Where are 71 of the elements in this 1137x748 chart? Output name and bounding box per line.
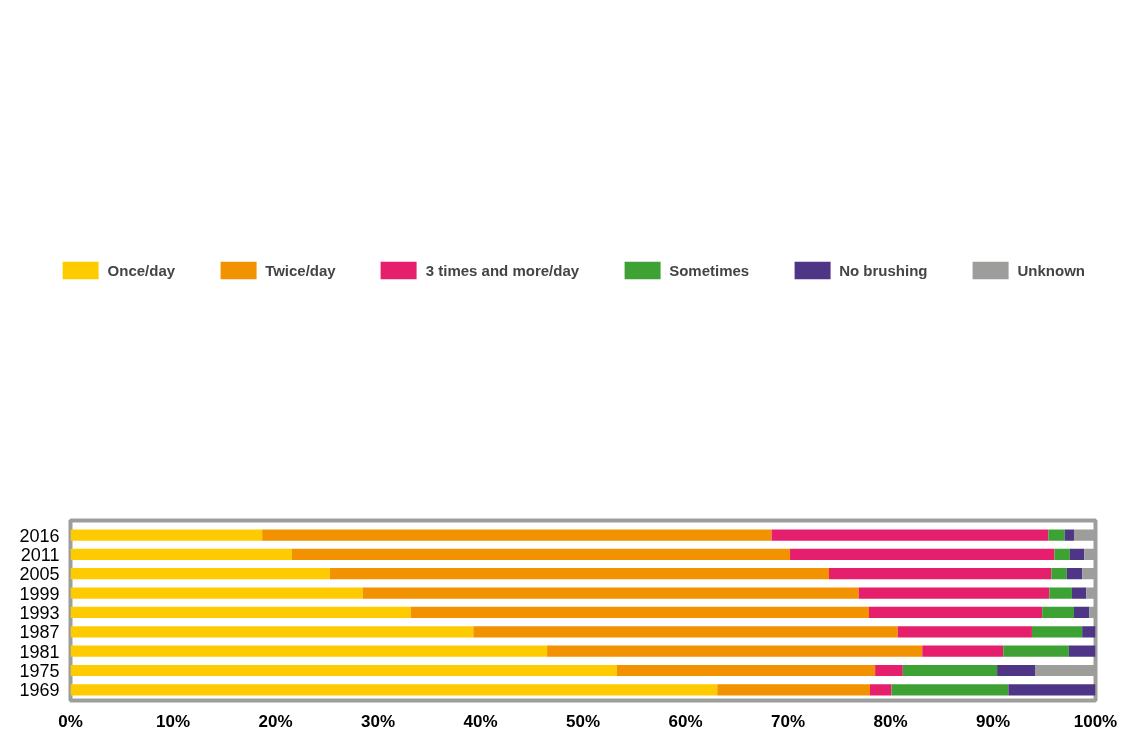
- bar: [1073, 606, 1090, 619]
- y-tick-label: 1987: [19, 622, 60, 643]
- bar: [771, 529, 1049, 541]
- bar: [362, 587, 859, 599]
- bar: [870, 684, 892, 696]
- bar: [1049, 587, 1072, 599]
- bar: [70, 587, 363, 599]
- bar: [1048, 529, 1065, 541]
- y-tick-label: 1969: [19, 680, 60, 701]
- bar: [997, 664, 1036, 677]
- bar: [70, 606, 411, 619]
- bar: [1054, 548, 1070, 560]
- bar: [1051, 568, 1067, 580]
- bar: [1066, 568, 1083, 580]
- x-tick-label: 80%: [873, 711, 908, 731]
- bar: [410, 606, 869, 619]
- x-tick-label: 100%: [1073, 711, 1118, 731]
- bar: [1008, 684, 1096, 696]
- bar: [70, 626, 474, 638]
- bar: [1071, 587, 1087, 599]
- y-tick-label: 1975: [19, 661, 60, 681]
- legend-label: Once/day: [107, 261, 176, 279]
- bar: [1082, 626, 1096, 638]
- bar: [1068, 645, 1096, 657]
- x-tick-label: 20%: [258, 711, 293, 731]
- y-tick-label: 1999: [19, 583, 60, 604]
- bar: [1042, 606, 1074, 619]
- y-tick-label: 1993: [19, 602, 60, 623]
- bar: [1069, 548, 1085, 560]
- bar: [70, 664, 617, 677]
- bar: [70, 645, 548, 657]
- bar: [70, 568, 330, 580]
- legend-label: 3 times and more/day: [425, 261, 580, 279]
- bar: [790, 548, 1055, 560]
- bar: [473, 626, 898, 638]
- bar: [897, 626, 1032, 638]
- bar: [1003, 645, 1069, 657]
- y-tick-label: 2011: [20, 544, 60, 565]
- legend-label: Unknown: [1017, 261, 1085, 279]
- x-tick-label: 60%: [668, 711, 703, 731]
- bar: [70, 529, 263, 541]
- x-tick-label: 90%: [975, 711, 1011, 731]
- legend-label: Twice/day: [265, 261, 336, 279]
- bar: [902, 664, 998, 677]
- y-tick-label: 1981: [19, 641, 60, 662]
- bar: [329, 568, 829, 580]
- bar: [1031, 626, 1083, 638]
- bar: [262, 529, 772, 541]
- bar: [891, 684, 1009, 696]
- bar: [875, 664, 903, 677]
- y-tick-label: 2005: [19, 564, 60, 585]
- x-tick-label: 30%: [360, 711, 396, 731]
- bar: [1064, 529, 1074, 541]
- bar: [858, 587, 1050, 599]
- bar: [829, 568, 1052, 580]
- x-tick-label: 70%: [770, 711, 806, 731]
- legend-label: No brushing: [839, 261, 928, 279]
- x-tick-label: 10%: [155, 711, 191, 731]
- bar: [717, 684, 870, 696]
- bar: [291, 548, 791, 560]
- bar: [547, 645, 923, 657]
- legend-label: Sometimes: [669, 261, 750, 279]
- x-tick-label: 0%: [58, 711, 83, 731]
- bar: [616, 664, 876, 677]
- bar: [868, 606, 1043, 619]
- y-tick-label: 2016: [19, 525, 60, 546]
- bar: [922, 645, 1004, 657]
- bar: [70, 684, 718, 696]
- x-tick-label: 50%: [565, 711, 601, 731]
- x-tick-label: 40%: [463, 711, 498, 731]
- bar: [70, 548, 292, 560]
